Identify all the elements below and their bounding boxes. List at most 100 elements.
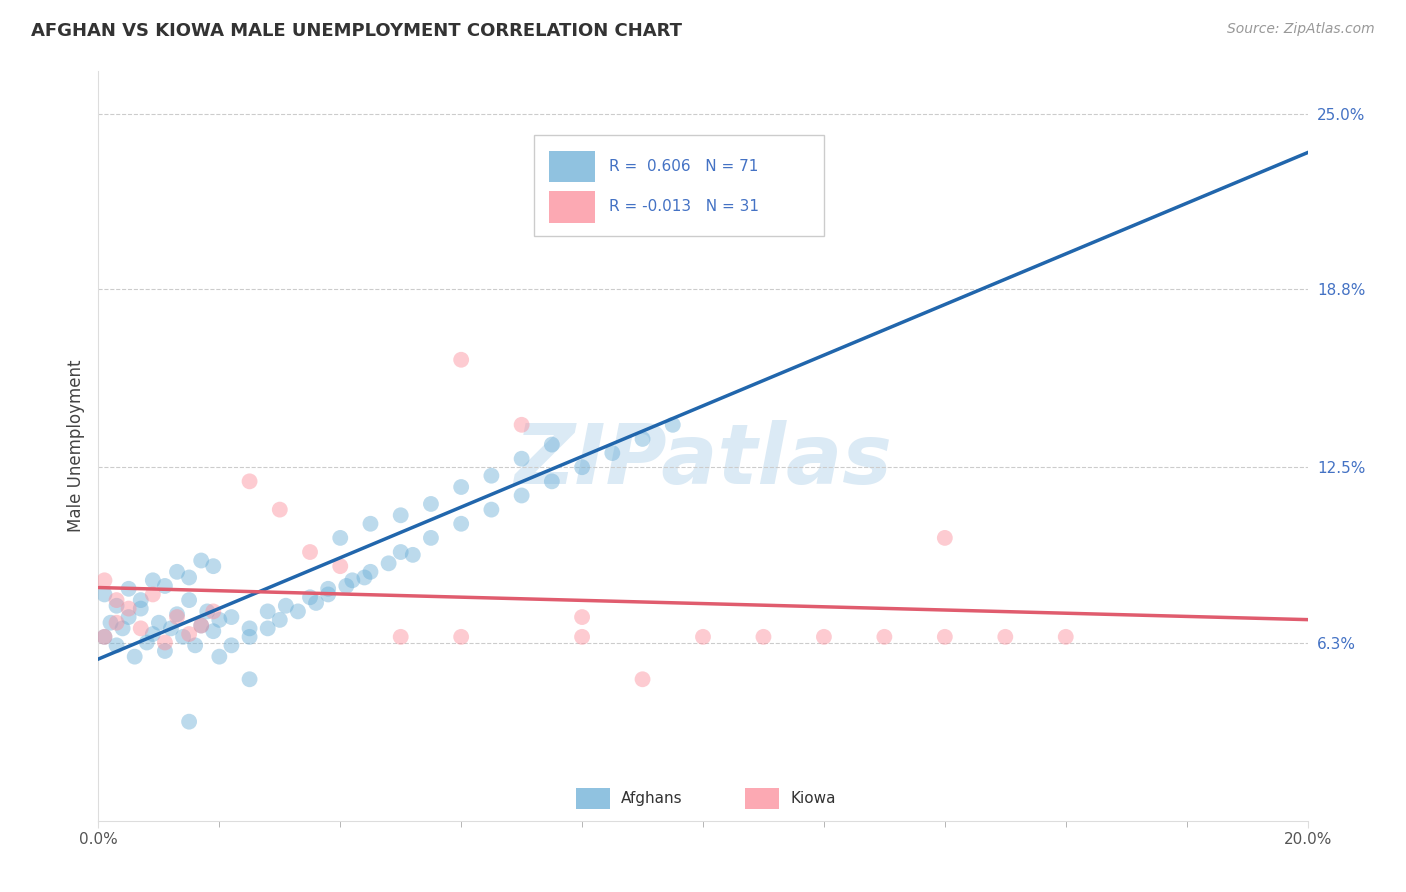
Point bbox=[118, 601, 141, 615]
Point bbox=[142, 574, 165, 588]
Point bbox=[105, 615, 128, 630]
Text: AFGHAN VS KIOWA MALE UNEMPLOYMENT CORRELATION CHART: AFGHAN VS KIOWA MALE UNEMPLOYMENT CORREL… bbox=[31, 22, 682, 40]
Point bbox=[540, 475, 562, 489]
Point bbox=[202, 624, 225, 639]
Point bbox=[342, 574, 364, 588]
Point bbox=[93, 574, 115, 588]
Point bbox=[299, 545, 322, 559]
Point bbox=[305, 596, 328, 610]
Point bbox=[208, 613, 231, 627]
Point bbox=[389, 508, 412, 523]
Point bbox=[510, 417, 533, 432]
Point bbox=[571, 630, 593, 644]
Point bbox=[287, 604, 309, 618]
Point bbox=[389, 545, 412, 559]
Point bbox=[360, 565, 382, 579]
Point bbox=[190, 553, 212, 567]
Point bbox=[631, 673, 654, 687]
Point bbox=[692, 630, 714, 644]
Point bbox=[179, 714, 201, 729]
Text: Kiowa: Kiowa bbox=[790, 791, 835, 806]
Point bbox=[153, 635, 176, 649]
Point bbox=[510, 451, 533, 466]
Point bbox=[402, 548, 425, 562]
Point bbox=[450, 480, 472, 494]
Point bbox=[105, 599, 128, 613]
FancyBboxPatch shape bbox=[550, 191, 595, 223]
Point bbox=[129, 593, 152, 607]
Point bbox=[661, 417, 683, 432]
Point bbox=[481, 502, 503, 516]
Point bbox=[329, 531, 352, 545]
Point bbox=[93, 630, 115, 644]
Point bbox=[153, 644, 176, 658]
Point bbox=[190, 618, 212, 632]
Point bbox=[148, 615, 170, 630]
Point bbox=[221, 610, 243, 624]
Point bbox=[420, 531, 443, 545]
Text: ZIPatlas: ZIPatlas bbox=[515, 420, 891, 501]
Text: Source: ZipAtlas.com: Source: ZipAtlas.com bbox=[1227, 22, 1375, 37]
FancyBboxPatch shape bbox=[745, 789, 779, 809]
Point bbox=[571, 610, 593, 624]
Point bbox=[208, 649, 231, 664]
Text: R = -0.013   N = 31: R = -0.013 N = 31 bbox=[609, 200, 759, 214]
Point bbox=[111, 621, 134, 635]
Point bbox=[450, 630, 472, 644]
Point bbox=[202, 559, 225, 574]
Point bbox=[93, 630, 115, 644]
Point bbox=[602, 446, 624, 460]
Point bbox=[221, 638, 243, 652]
Point bbox=[239, 630, 262, 644]
Point bbox=[166, 565, 188, 579]
Point bbox=[142, 587, 165, 601]
Point bbox=[329, 559, 352, 574]
Point bbox=[269, 502, 291, 516]
Point bbox=[873, 630, 896, 644]
Point bbox=[118, 610, 141, 624]
Point bbox=[360, 516, 382, 531]
FancyBboxPatch shape bbox=[576, 789, 610, 809]
Point bbox=[239, 673, 262, 687]
Point bbox=[540, 437, 562, 451]
Point bbox=[1054, 630, 1077, 644]
Point bbox=[190, 618, 212, 632]
Point bbox=[994, 630, 1017, 644]
Point bbox=[202, 604, 225, 618]
Point bbox=[135, 635, 157, 649]
Point bbox=[129, 601, 152, 615]
Point bbox=[105, 638, 128, 652]
Point bbox=[420, 497, 443, 511]
Point bbox=[299, 591, 322, 605]
Point bbox=[274, 599, 297, 613]
Point bbox=[752, 630, 775, 644]
Point bbox=[179, 593, 201, 607]
Point bbox=[377, 557, 399, 571]
Point bbox=[631, 432, 654, 446]
Point bbox=[93, 587, 115, 601]
Point bbox=[142, 627, 165, 641]
Point bbox=[124, 649, 146, 664]
Text: Afghans: Afghans bbox=[621, 791, 682, 806]
Point bbox=[934, 630, 956, 644]
Text: R =  0.606   N = 71: R = 0.606 N = 71 bbox=[609, 159, 758, 174]
Point bbox=[450, 352, 472, 367]
Y-axis label: Male Unemployment: Male Unemployment bbox=[66, 359, 84, 533]
Point bbox=[269, 613, 291, 627]
FancyBboxPatch shape bbox=[534, 135, 824, 236]
Point bbox=[166, 610, 188, 624]
Point bbox=[100, 615, 122, 630]
Point bbox=[571, 460, 593, 475]
Point bbox=[934, 531, 956, 545]
Point bbox=[160, 621, 183, 635]
Point bbox=[256, 604, 278, 618]
Point bbox=[450, 516, 472, 531]
Point bbox=[661, 205, 683, 219]
Point bbox=[813, 630, 835, 644]
Point bbox=[239, 621, 262, 635]
Point bbox=[179, 570, 201, 584]
Point bbox=[172, 630, 194, 644]
Point bbox=[510, 488, 533, 502]
Point bbox=[316, 587, 339, 601]
Point bbox=[118, 582, 141, 596]
